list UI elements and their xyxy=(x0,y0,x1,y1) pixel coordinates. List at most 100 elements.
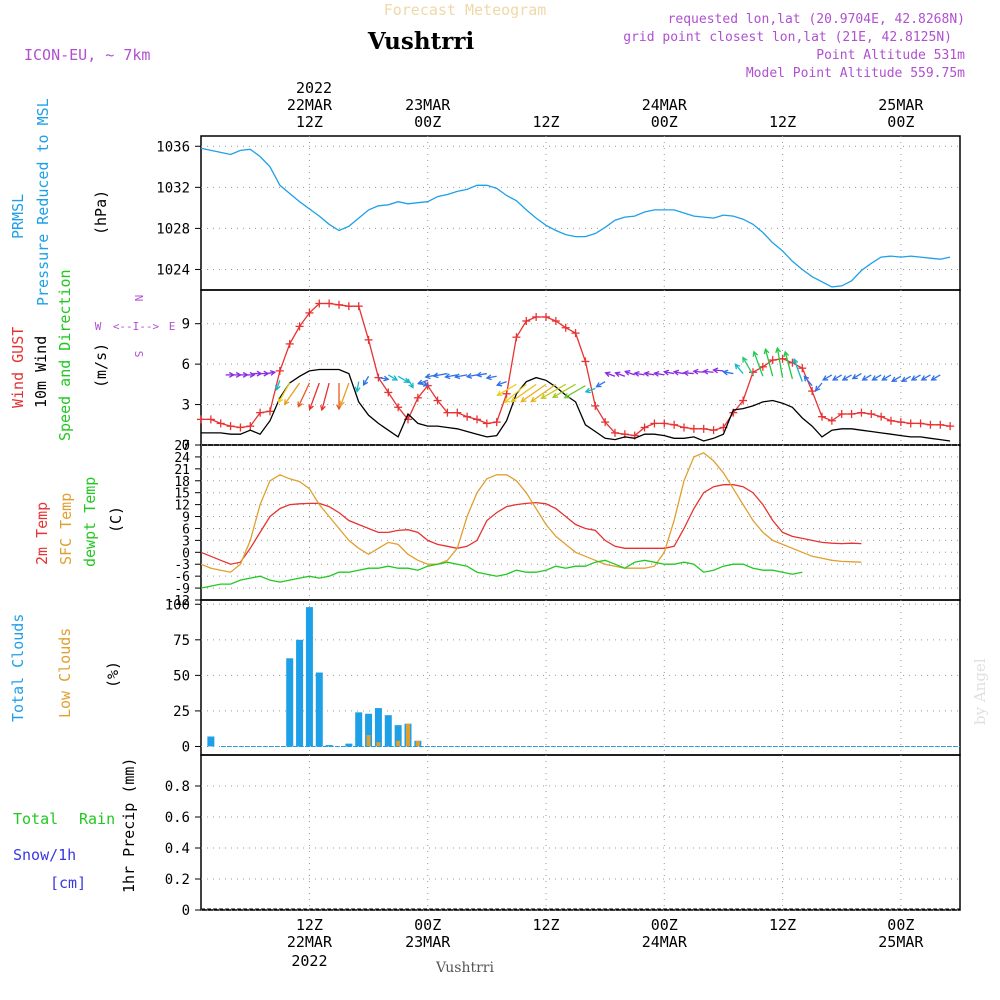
gust-marker xyxy=(551,317,560,325)
wind-arrow-shaft xyxy=(455,374,468,378)
gust-marker xyxy=(926,420,935,429)
wind-arrow-shaft xyxy=(596,381,606,388)
clouds-bar-low-clouds xyxy=(396,740,401,747)
wind-arrow-shaft xyxy=(278,382,291,403)
wind-arrow xyxy=(584,387,596,394)
clouds-ytick-label-3: 75 xyxy=(173,633,190,649)
wind-arrow xyxy=(712,367,724,374)
wind-arrow xyxy=(702,368,714,375)
wind-arrow xyxy=(308,382,320,411)
wind-arrow-shaft xyxy=(654,372,665,376)
wind-arrow-head xyxy=(643,370,650,377)
bottom-hour-label-3: 00Z xyxy=(651,916,678,934)
gust-marker xyxy=(827,416,836,425)
gust-marker xyxy=(887,416,895,425)
wind-arrow-shaft xyxy=(882,374,892,381)
wind-arrow-shaft xyxy=(486,375,497,379)
wind-arrow xyxy=(563,385,586,399)
top-hour-label-2: 12Z xyxy=(532,113,559,131)
gust-marker xyxy=(877,412,886,421)
wind-arrow-head xyxy=(662,369,670,376)
wind-arrow-head xyxy=(465,372,473,379)
clouds-bar-low-clouds xyxy=(376,742,381,747)
wind-arrow xyxy=(831,374,843,381)
clouds-bar-total-clouds xyxy=(207,736,215,747)
wind-arrow-shaft xyxy=(418,379,428,385)
bottom-date-label-1: 23MAR xyxy=(405,933,451,951)
gust-marker xyxy=(591,401,600,410)
gust-marker xyxy=(394,403,403,412)
gust-marker xyxy=(847,410,856,418)
temperature-ytick-label-7: 9 xyxy=(182,511,190,526)
wind-arrow-shaft xyxy=(445,374,458,378)
wind-ytick-label-1: 3 xyxy=(182,398,190,414)
gust-marker xyxy=(571,329,580,338)
wind-arrow xyxy=(475,371,487,378)
gust-marker xyxy=(808,387,817,396)
wind-arrow-head xyxy=(495,380,503,387)
clouds-bar-total-clouds xyxy=(325,745,333,747)
gust-marker xyxy=(611,428,619,437)
wind-arrow xyxy=(339,382,350,407)
wind-arrow-shaft xyxy=(378,376,389,380)
wind-arrow-shaft xyxy=(891,375,902,382)
temp-2m-label: 2m Temp xyxy=(33,502,51,565)
wind-arrow-head xyxy=(614,371,621,378)
clouds-bar-total-clouds xyxy=(374,708,382,747)
gust-marker xyxy=(226,422,235,431)
top-year-label: 2022 xyxy=(296,79,332,97)
clouds-bar-total-clouds xyxy=(355,712,363,747)
wind-arrow-head xyxy=(391,375,399,381)
precip-unit-label: 1hr Precip (mm) xyxy=(120,758,138,893)
gust-marker xyxy=(837,410,846,418)
bottom-date-label-5: 25MAR xyxy=(878,933,924,951)
wind-arrow xyxy=(822,374,833,381)
pressure-msl-label: Pressure Reduced to MSL xyxy=(34,98,52,306)
chart-title: Vushtrri xyxy=(367,28,475,55)
gust-marker xyxy=(689,424,698,433)
top-date-label-5: 25MAR xyxy=(878,96,924,114)
wind-arrow-head xyxy=(485,374,492,381)
wind-arrow-head xyxy=(783,350,790,357)
wind-arrow-head xyxy=(249,371,256,378)
wind-arrow-shaft xyxy=(467,374,478,378)
gust-marker xyxy=(946,422,955,431)
wind-arrow-head xyxy=(881,375,888,381)
precip-snow-label: Snow/1h xyxy=(13,846,76,864)
bottom-hour-label-0: 12Z xyxy=(296,916,323,934)
wind-arrow-shaft xyxy=(397,375,409,383)
wind-arrow-shaft xyxy=(822,374,833,381)
temperature-ytick-label-8: 12 xyxy=(174,499,190,514)
wind-arrow xyxy=(851,373,862,380)
gust-marker xyxy=(818,412,826,421)
wind-arrow xyxy=(540,383,567,399)
wind-arrow xyxy=(485,374,497,381)
clouds-bar-total-clouds xyxy=(286,658,294,747)
temperature-series-sfc-temp xyxy=(200,452,862,573)
temperature-series-2m-temp xyxy=(200,484,862,565)
gust-marker xyxy=(502,389,511,398)
wind-arrow xyxy=(225,371,235,378)
wind-arrow xyxy=(378,375,390,382)
temperature-ytick-label-1: -9 xyxy=(174,582,190,597)
wind-arrow-head xyxy=(841,375,848,381)
wind-arrow xyxy=(530,383,557,403)
wind-arrow-head xyxy=(891,376,898,382)
wind-arrow-head xyxy=(861,375,868,381)
gust-marker xyxy=(561,323,570,332)
bottom-year-label-0: 2022 xyxy=(291,952,327,970)
wind-arrow xyxy=(595,381,606,388)
wind-unit-label: (m/s) xyxy=(92,343,110,388)
wind-arrow-shaft xyxy=(644,372,655,376)
pressure-ytick-label-0: 1024 xyxy=(156,262,190,278)
wind-arrow-head xyxy=(383,375,390,382)
wind-arrow-head xyxy=(920,375,927,381)
gust-marker xyxy=(798,364,807,373)
clouds-unit-label: (%) xyxy=(104,661,122,688)
wind-arrow-head xyxy=(269,369,277,376)
prmsl-label: PRMSL xyxy=(9,194,27,239)
wind-panel: 0 3 6 9 xyxy=(182,289,961,454)
temperature-ytick-label-6: 6 xyxy=(182,522,190,537)
wind-arrow xyxy=(803,375,813,387)
